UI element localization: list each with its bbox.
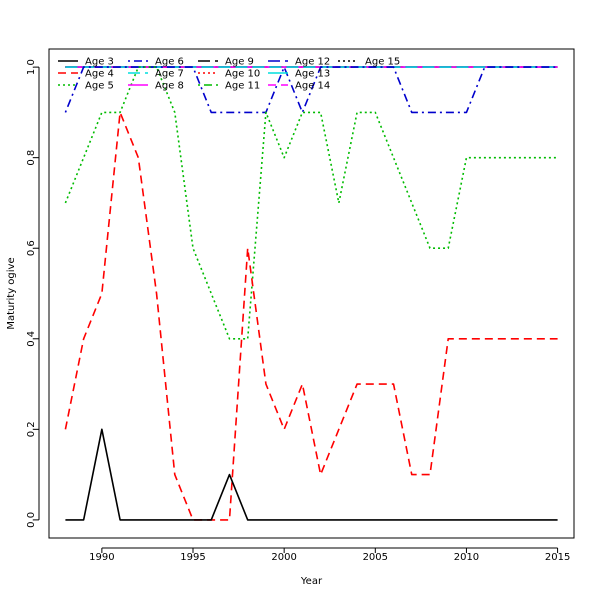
legend-item: Age 11 [198, 81, 260, 92]
legend-label: Age 14 [295, 81, 330, 92]
series-line-age-3 [65, 428, 558, 521]
x-tick-label: 1995 [180, 552, 205, 563]
plot-frame [48, 48, 575, 539]
legend-label: Age 7 [155, 69, 184, 80]
series-line-age-5 [64, 66, 558, 340]
legend-item: Age 12 [268, 57, 330, 68]
x-tick-label: 2005 [363, 552, 388, 563]
y-tick-label: 0.0 [26, 512, 37, 528]
y-axis-title: Maturity ogive [6, 257, 17, 329]
legend-label: Age 4 [85, 69, 114, 80]
legend-item: Age 14 [268, 81, 330, 92]
x-tick-label: 2000 [271, 552, 296, 563]
legend-label: Age 8 [155, 81, 184, 92]
legend-label: Age 9 [225, 57, 254, 68]
y-tick-label: 0.2 [26, 421, 37, 437]
x-axis: 1990 1995 2000 2005 2010 2015 [89, 547, 570, 563]
legend-item: Age 13 [268, 69, 330, 80]
legend-label: Age 12 [295, 57, 330, 68]
y-axis: 0.0 0.2 0.4 0.6 0.8 1.0 [26, 59, 40, 528]
y-tick-label: 0.4 [26, 331, 37, 347]
legend-item: Age 7 [128, 69, 184, 80]
legend-label: Age 15 [365, 57, 400, 68]
x-tick-label: 1990 [89, 552, 114, 563]
legend-item: Age 15 [338, 57, 400, 68]
legend-label: Age 3 [85, 57, 114, 68]
legend-item: Age 3 [58, 57, 114, 68]
x-axis-title: Year [300, 576, 323, 587]
legend-label: Age 10 [225, 69, 260, 80]
series-line-age-4 [64, 111, 558, 521]
legend-item: Age 10 [198, 69, 260, 80]
series-layer [64, 66, 558, 521]
y-tick-label: 1.0 [26, 59, 37, 75]
legend-label: Age 13 [295, 69, 330, 80]
legend-item: Age 9 [198, 57, 254, 68]
x-tick-label: 2015 [545, 552, 570, 563]
legend-item: Age 8 [128, 81, 184, 92]
legend-label: Age 6 [155, 57, 184, 68]
legend-label: Age 11 [225, 81, 260, 92]
legend-item: Age 5 [58, 81, 114, 92]
y-tick-label: 0.6 [26, 240, 37, 256]
legend-item: Age 6 [128, 57, 184, 68]
legend-label: Age 5 [85, 81, 114, 92]
x-tick-label: 2010 [454, 552, 479, 563]
y-tick-label: 0.8 [26, 150, 37, 166]
legend-item: Age 4 [58, 69, 114, 80]
